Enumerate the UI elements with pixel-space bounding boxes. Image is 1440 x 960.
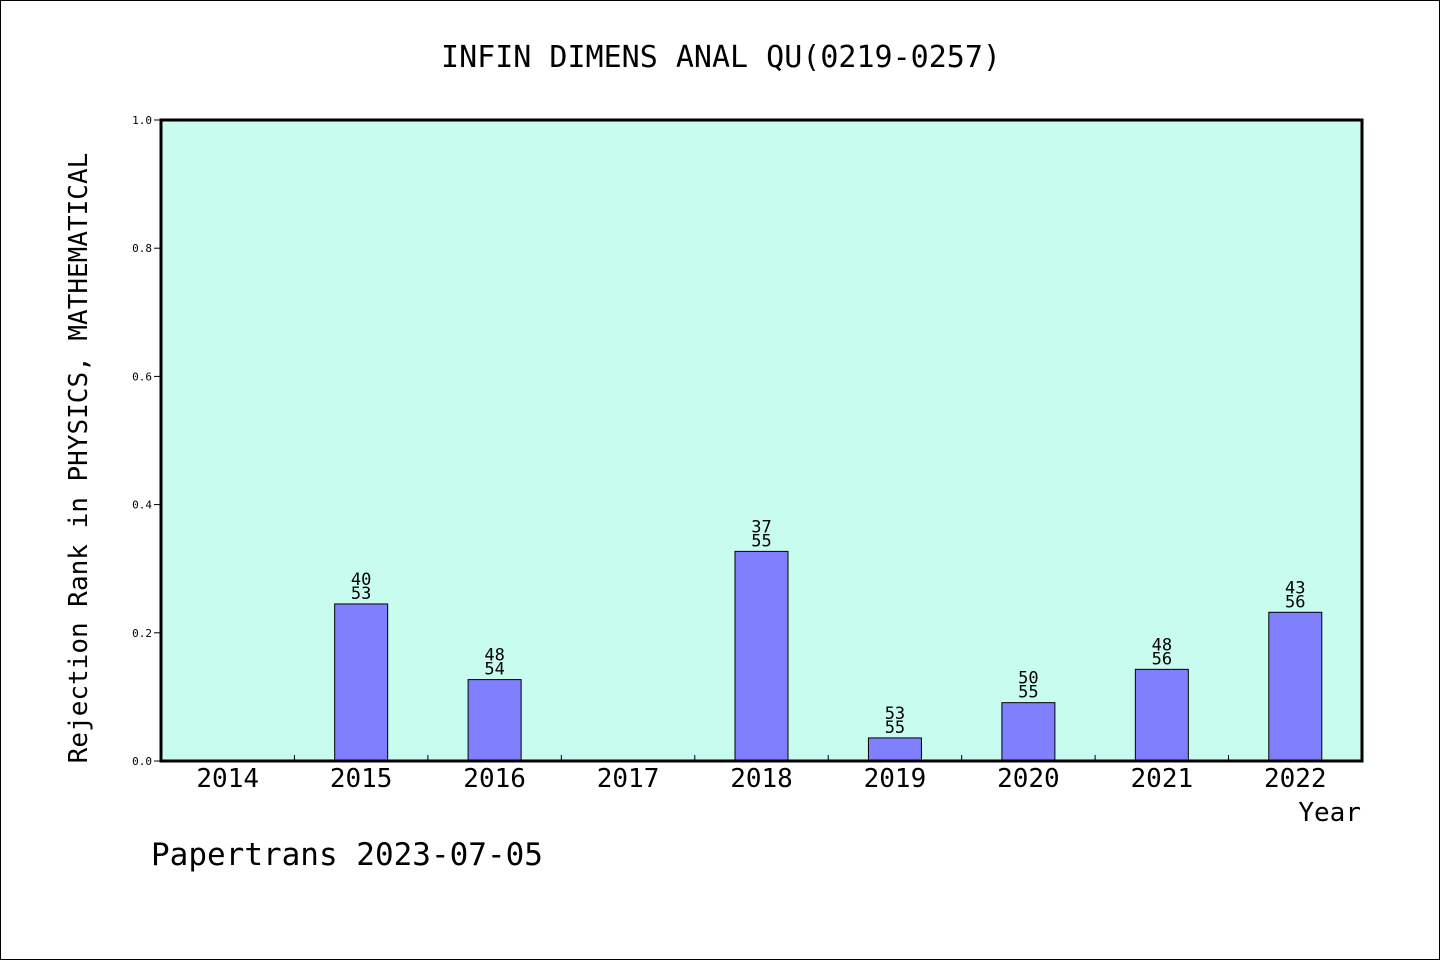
data-label-total: 55 [751, 531, 771, 551]
bar [734, 550, 789, 762]
x-tick-label: 2020 [997, 764, 1060, 794]
y-tick-label: 0.8 [132, 242, 152, 255]
data-label-rank: 48 [1152, 635, 1172, 655]
data-label-total: 54 [484, 660, 504, 680]
x-tick-label: 2022 [1264, 764, 1327, 794]
x-tick-label: 2021 [1131, 764, 1194, 794]
y-tick-label: 0.0 [132, 755, 152, 768]
x-tick-label: 2018 [730, 764, 793, 794]
data-label-total: 55 [1018, 683, 1038, 703]
data-label-total: 56 [1285, 592, 1305, 612]
data-label-rank: 43 [1285, 578, 1305, 598]
x-tick-label: 2014 [196, 764, 259, 794]
data-label-rank: 37 [751, 517, 771, 537]
bar [467, 679, 522, 762]
y-tick-label: 0.4 [132, 499, 152, 512]
data-label-rank: 50 [1018, 669, 1038, 689]
data-label-total: 53 [351, 584, 371, 604]
bar [334, 603, 389, 762]
x-tick-label: 2019 [864, 764, 927, 794]
chart-title: INFIN DIMENS ANAL QU(0219-0257) [441, 40, 1001, 75]
x-axis-label: Year [1298, 798, 1361, 828]
bar [1001, 702, 1056, 762]
data-label-total: 55 [885, 718, 905, 738]
footer-text: Papertrans 2023-07-05 [151, 837, 543, 873]
bar [1134, 668, 1189, 762]
x-tick-label: 2017 [597, 764, 660, 794]
y-tick-label: 0.2 [132, 627, 152, 640]
data-label-rank: 53 [885, 704, 905, 724]
bar [867, 737, 922, 762]
y-axis-label: Rejection Rank in PHYSICS, MATHEMATICAL [64, 153, 94, 763]
data-label-rank: 40 [351, 570, 371, 590]
plot-frame [159, 118, 1364, 763]
x-tick-label: 2015 [330, 764, 393, 794]
y-tick-label: 1.0 [132, 114, 152, 127]
data-label-total: 56 [1152, 649, 1172, 669]
y-tick-label: 0.6 [132, 370, 152, 383]
data-label-rank: 48 [484, 646, 504, 666]
bar [1268, 611, 1323, 762]
x-tick-label: 2016 [463, 764, 526, 794]
